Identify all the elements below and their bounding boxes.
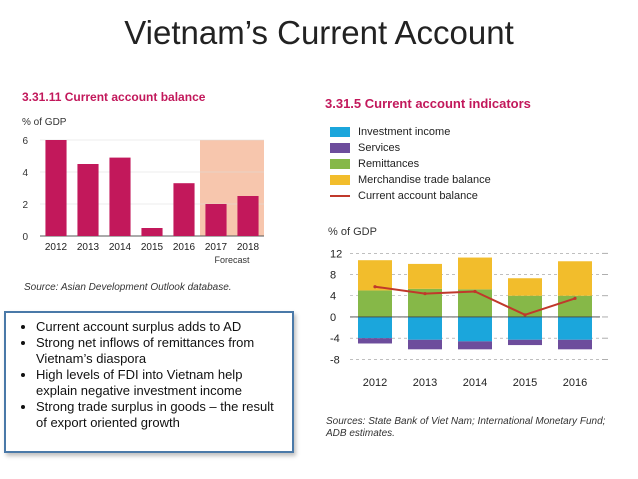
x-tick-label: 2012 xyxy=(363,377,387,389)
current-account-point xyxy=(573,296,577,300)
bar-2015 xyxy=(141,228,163,236)
x-tick-label: 2013 xyxy=(77,242,100,253)
right-chart-ylabel: % of GDP xyxy=(328,226,377,238)
y-tick-label: 8 xyxy=(330,270,336,282)
y-tick-label: 12 xyxy=(330,248,342,260)
legend-item-investment-income: Investment income xyxy=(330,124,491,140)
bullet-item: Current account surplus adds to AD xyxy=(36,319,286,335)
bar-2018 xyxy=(237,196,259,236)
current-account-point xyxy=(523,313,527,317)
bar-segment-2013 xyxy=(408,263,442,289)
x-tick-label: 2012 xyxy=(45,242,68,253)
legend-item-merchandise: Merchandise trade balance xyxy=(330,172,491,188)
x-tick-label: 2017 xyxy=(205,242,228,253)
legend-swatch-merchandise xyxy=(330,175,350,185)
y-tick-label: -4 xyxy=(330,333,340,345)
y-tick-label: 4 xyxy=(22,168,28,179)
x-tick-label: 2014 xyxy=(109,242,132,253)
bullet-item: High levels of FDI into Vietnam help exp… xyxy=(36,367,286,399)
bar-segment-2012 xyxy=(358,316,392,339)
forecast-label: Forecast xyxy=(214,255,250,265)
bar-2012 xyxy=(45,140,67,236)
x-tick-label: 2013 xyxy=(413,377,437,389)
bar-segment-2014 xyxy=(458,257,492,290)
legend-swatch-investment-income xyxy=(330,127,350,137)
bar-segment-2016 xyxy=(558,261,592,296)
legend-label: Services xyxy=(358,142,401,154)
bar-segment-2012 xyxy=(358,338,392,344)
legend-label: Current account balance xyxy=(358,190,478,202)
bar-segment-2015 xyxy=(508,316,542,340)
bar-segment-2015 xyxy=(508,339,542,346)
bar-segment-2013 xyxy=(408,316,442,340)
legend-item-remittances: Remittances xyxy=(330,156,491,172)
legend-label: Remittances xyxy=(358,158,420,170)
bar-segment-2012 xyxy=(358,290,392,317)
x-tick-label: 2016 xyxy=(173,242,196,253)
slide-title: Vietnam’s Current Account xyxy=(124,14,514,51)
current-account-point xyxy=(473,289,477,294)
bar-segment-2014 xyxy=(458,316,492,342)
legend-swatch-current-account xyxy=(330,195,350,197)
current-account-point xyxy=(423,292,427,296)
legend-label: Investment income xyxy=(358,126,451,138)
x-tick-label: 2016 xyxy=(563,377,587,389)
y-tick-label: 0 xyxy=(22,232,28,243)
bar-2013 xyxy=(77,164,99,236)
bullet-list: Current account surplus adds to AD Stron… xyxy=(10,319,286,431)
y-tick-label: 2 xyxy=(22,200,28,211)
left-chart-ylabel: % of GDP xyxy=(22,117,67,128)
bar-segment-2014 xyxy=(458,341,492,350)
bullet-item: Strong net inflows of remittances from V… xyxy=(36,335,286,367)
legend-label: Merchandise trade balance xyxy=(358,174,491,186)
x-tick-label: 2014 xyxy=(463,377,487,389)
bar-segment-2016 xyxy=(558,316,592,340)
bar-2017 xyxy=(205,204,227,236)
left-chart-title: 3.31.11 Current account balance xyxy=(22,90,206,104)
bar-segment-2014 xyxy=(458,289,492,317)
bullet-box: Current account surplus adds to AD Stron… xyxy=(4,311,294,453)
bar-segment-2013 xyxy=(408,339,442,350)
y-tick-label: 0 xyxy=(330,312,336,324)
left-chart-source: Source: Asian Development Outlook databa… xyxy=(24,282,232,293)
right-chart: 12 8 4 0 -4 -8 2012 2013 2014 2015 2016 xyxy=(330,248,608,389)
y-tick-label: 6 xyxy=(22,136,28,147)
legend-item-services: Services xyxy=(330,140,491,156)
bar-2014 xyxy=(109,157,131,236)
bar-segment-2015 xyxy=(508,278,542,296)
left-chart: 0 2 4 6 2012 2013 2014 2015 2016 2017 2018 Forecast xyxy=(22,136,264,265)
right-chart-title: 3.31.5 Current account indicators xyxy=(325,96,531,111)
bar-segment-2016 xyxy=(558,339,592,350)
legend-swatch-services xyxy=(330,143,350,153)
x-tick-label: 2015 xyxy=(513,377,537,389)
x-tick-label: 2015 xyxy=(141,242,164,253)
y-tick-label: 4 xyxy=(330,291,336,303)
x-tick-label: 2018 xyxy=(237,242,260,253)
bar-2016 xyxy=(173,183,195,236)
current-account-point xyxy=(373,285,377,289)
right-chart-legend: Investment income Services Remittances M… xyxy=(330,124,491,204)
legend-item-current-account: Current account balance xyxy=(330,188,491,204)
bullet-item: Strong trade surplus in goods – the resu… xyxy=(36,399,286,431)
legend-swatch-remittances xyxy=(330,159,350,169)
right-chart-source: Sources: State Bank of Viet Nam; Interna… xyxy=(326,416,606,439)
y-tick-label: -8 xyxy=(330,354,340,366)
